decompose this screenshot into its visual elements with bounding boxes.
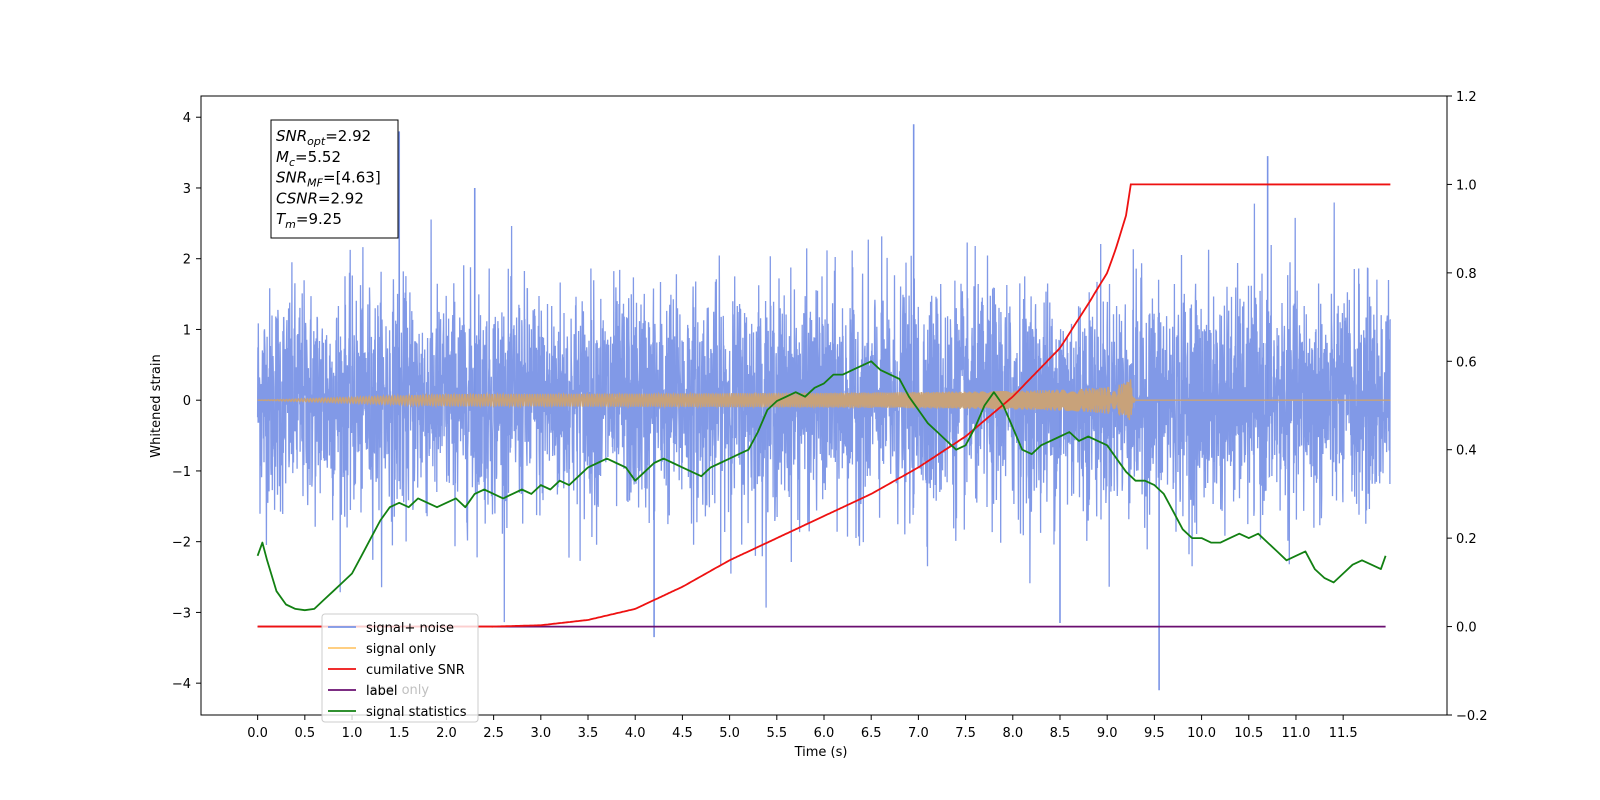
legend-label: signal only: [366, 642, 436, 657]
x-tick-label: 8.5: [1050, 726, 1071, 741]
y-axis-label: Whitened strain: [149, 354, 164, 457]
x-tick-label: 11.5: [1329, 726, 1358, 741]
left-tick-label: 0: [183, 394, 191, 409]
annotation-symbol: CSNR: [276, 189, 318, 207]
annotation-subscript: opt: [307, 135, 326, 148]
annotation-value: =5.52: [295, 148, 341, 166]
x-tick-label: 6.0: [814, 726, 835, 741]
annotation-value: =2.92: [325, 127, 371, 145]
left-tick-label: 4: [183, 111, 191, 126]
legend-hidden-text: label only: [366, 683, 429, 698]
annotation-box: SNRopt=2.92Mc=5.52SNRMF=[4.63]CSNR=2.92T…: [270, 119, 399, 239]
right-tick-label: 0.4: [1456, 444, 1477, 459]
annotation-value: =2.92: [318, 189, 364, 207]
right-tick-label: 0.2: [1456, 532, 1477, 547]
right-tick-label: 0.8: [1456, 267, 1477, 282]
x-tick-label: 2.0: [436, 726, 457, 741]
left-tick-label: −3: [172, 606, 191, 621]
x-tick-label: 7.0: [908, 726, 929, 741]
x-tick-label: 5.5: [766, 726, 787, 741]
x-tick-label: 10.5: [1234, 726, 1263, 741]
annotation-subscript: MF: [307, 177, 323, 190]
x-tick-label: 9.5: [1144, 726, 1165, 741]
legend: label only signal+ noise signal only cumila…: [321, 613, 479, 723]
left-tick-label: 3: [183, 182, 191, 197]
right-y-axis: 1.2 1.0 0.8 0.6 0.4 0.2 0.0 −0.2: [1447, 90, 1488, 724]
x-tick-label: 6.5: [861, 726, 882, 741]
x-tick-label: 8.0: [1002, 726, 1023, 741]
legend-label: cumilative SNR: [366, 663, 465, 678]
annotation-symbol: T: [276, 210, 287, 228]
legend-label: signal+ noise: [366, 621, 454, 636]
legend-label: label: [366, 684, 397, 699]
signal-only-series: [257, 379, 1391, 421]
left-tick-label: 2: [183, 253, 191, 268]
annotation-line: CSNR=2.92: [276, 189, 364, 207]
right-tick-label: −0.2: [1456, 709, 1488, 724]
annotation-value: =[4.63]: [323, 169, 381, 187]
annotation-line: SNRMF=[4.63]: [276, 169, 381, 190]
signal-noise-line: [256, 202, 1392, 623]
right-tick-label: 1.2: [1456, 90, 1477, 105]
x-axis-label: Time (s): [794, 745, 848, 760]
x-tick-label: 0.5: [294, 726, 315, 741]
legend-label: signal statistics: [366, 705, 467, 720]
x-tick-label: 3.5: [578, 726, 599, 741]
x-tick-label: 3.0: [530, 726, 551, 741]
x-tick-label: 9.0: [1097, 726, 1118, 741]
x-tick-label: 5.0: [719, 726, 740, 741]
x-tick-label: 4.0: [625, 726, 646, 741]
x-tick-label: 11.0: [1281, 726, 1310, 741]
x-tick-label: 4.5: [672, 726, 693, 741]
annotation-symbol: SNR: [276, 169, 307, 187]
left-tick-label: −1: [172, 465, 191, 480]
x-tick-label: 1.5: [389, 726, 410, 741]
x-tick-label: 7.5: [955, 726, 976, 741]
left-tick-label: −4: [172, 677, 191, 692]
right-tick-label: 1.0: [1456, 178, 1477, 193]
annotation-symbol: M: [276, 148, 289, 166]
left-tick-label: 1: [183, 323, 191, 338]
annotation-line: SNRopt=2.92: [276, 127, 371, 148]
signal-statistics-line: [256, 360, 1387, 612]
right-tick-label: 0.6: [1456, 355, 1477, 370]
cumulative-snr-line: [257, 183, 1391, 628]
x-tick-label: 10.0: [1187, 726, 1216, 741]
annotation-subscript: c: [289, 156, 295, 169]
x-tick-label: 2.5: [483, 726, 504, 741]
left-tick-label: −2: [172, 536, 191, 551]
annotation-subscript: m: [285, 218, 296, 231]
left-y-axis: 4 3 2 1 0 −1 −2 −3 −4: [172, 111, 201, 692]
annotation-line: Tm=9.25: [276, 210, 342, 231]
annotation-line: Mc=5.52: [276, 148, 341, 169]
annotation-value: =9.25: [296, 210, 342, 228]
x-axis: 0.0 0.5 1.0 1.5 2.0 2.5 3.0 3.5 4.0 4.5 5.0 5.5 6.0 6…: [247, 715, 1358, 741]
x-tick-label: 1.0: [342, 726, 363, 741]
annotation-frame: [270, 119, 399, 239]
annotation-symbol: SNR: [276, 127, 307, 145]
x-tick-label: 0.0: [247, 726, 268, 741]
legend-frame: [321, 613, 479, 723]
right-tick-label: 0.0: [1456, 621, 1477, 636]
signal-only-line: [257, 379, 1391, 421]
